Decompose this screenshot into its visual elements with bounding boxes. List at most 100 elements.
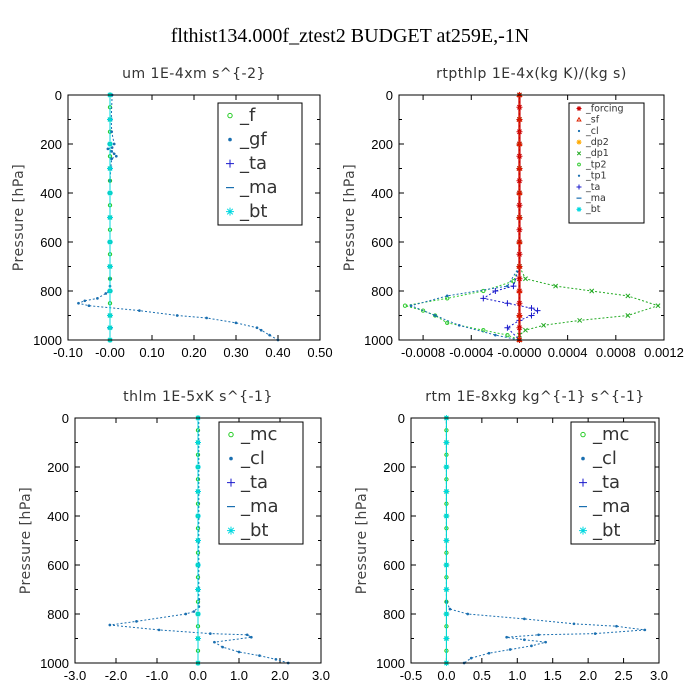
legend-box bbox=[568, 102, 645, 224]
panel-title: rtm 1E-8xkg kg^{-1} s^{-1} bbox=[425, 389, 645, 405]
y-tick-label: 600 bbox=[383, 558, 405, 573]
data-point bbox=[516, 226, 523, 233]
data-point bbox=[195, 586, 201, 593]
legend-marker bbox=[577, 129, 581, 133]
legend-marker bbox=[577, 174, 581, 177]
data-point bbox=[96, 297, 99, 300]
data-point bbox=[110, 150, 114, 153]
data-point bbox=[466, 612, 470, 616]
y-tick-label: 200 bbox=[47, 460, 69, 475]
data-point bbox=[443, 488, 450, 495]
x-tick-label: -0.10 bbox=[53, 345, 83, 360]
data-point bbox=[112, 142, 116, 146]
data-point bbox=[505, 332, 510, 338]
legend-entry: _dp2 bbox=[585, 137, 609, 148]
data-point bbox=[87, 304, 91, 308]
x-tick-label: 3.0 bbox=[312, 668, 330, 683]
x-tick-label: 0.0 bbox=[189, 668, 207, 683]
y-axis-label: Pressure [hPa] bbox=[342, 164, 358, 271]
series-forcing bbox=[516, 92, 523, 343]
x-tick-label: -1.0 bbox=[146, 668, 168, 683]
data-point bbox=[195, 439, 201, 446]
data-point bbox=[523, 276, 528, 282]
panel-title: rtpthlp 1E-4x(kg K)/(kg s) bbox=[436, 66, 627, 82]
data-point bbox=[107, 116, 113, 123]
legend-marker bbox=[229, 456, 233, 461]
data-point bbox=[505, 635, 509, 639]
panel-3: thlm 1E-5xK s^{-1} Pressure [hPa] -3.0 -2.0… bbox=[18, 389, 330, 683]
legend-entry: _ta bbox=[240, 472, 268, 493]
data-point bbox=[530, 644, 533, 648]
data-point bbox=[255, 326, 259, 330]
data-point bbox=[138, 309, 141, 312]
legend-marker bbox=[228, 137, 232, 142]
x-tick-label: 0.30 bbox=[223, 345, 248, 360]
x-tick-label: -0.0008 bbox=[401, 345, 445, 360]
data-point bbox=[192, 610, 196, 613]
data-point bbox=[448, 607, 452, 611]
data-point bbox=[110, 130, 114, 134]
y-tick-label: 800 bbox=[47, 607, 69, 622]
data-point bbox=[537, 633, 540, 637]
data-point bbox=[494, 333, 497, 337]
plot-frame bbox=[74, 417, 322, 664]
data-point bbox=[175, 314, 179, 317]
data-point bbox=[504, 300, 511, 307]
data-point bbox=[268, 333, 271, 337]
y-tick-label: 1000 bbox=[376, 656, 405, 671]
x-tick-label: 0.40 bbox=[265, 345, 290, 360]
x-tick-label: 0.20 bbox=[181, 345, 206, 360]
data-point bbox=[195, 488, 201, 495]
x-tick-label: 1.0 bbox=[508, 668, 526, 683]
legend-entry: _forcing bbox=[585, 103, 624, 114]
data-point bbox=[516, 287, 523, 293]
x-tick-label: -2.0 bbox=[105, 668, 127, 683]
data-point bbox=[589, 288, 595, 294]
legend-marker bbox=[579, 526, 587, 535]
y-tick-label: 0 bbox=[386, 88, 393, 103]
legend-marker bbox=[228, 431, 234, 438]
data-point bbox=[655, 303, 661, 309]
data-point bbox=[516, 165, 523, 171]
data-point bbox=[443, 537, 450, 544]
y-tick-label: 800 bbox=[371, 284, 393, 299]
legend: _mc _cl _ta _ma _bt bbox=[570, 421, 656, 545]
data-point bbox=[577, 317, 583, 323]
legend-entry: _bt bbox=[239, 201, 267, 222]
data-point bbox=[534, 307, 541, 314]
data-point bbox=[195, 611, 201, 617]
data-point bbox=[107, 190, 113, 196]
panel-4: rtm 1E-8xkg kg^{-1} s^{-1} Pressure [hPa]… bbox=[354, 389, 668, 683]
legend-entry: _tp1 bbox=[585, 171, 607, 182]
y-tick-label: 400 bbox=[383, 509, 405, 524]
data-point bbox=[516, 116, 523, 122]
data-point bbox=[259, 328, 263, 332]
legend-marker bbox=[581, 456, 585, 461]
y-tick-label: 800 bbox=[40, 284, 62, 299]
data-point bbox=[135, 620, 138, 623]
data-point bbox=[107, 263, 113, 270]
data-point bbox=[457, 323, 461, 327]
data-point bbox=[249, 635, 253, 639]
legend-marker bbox=[576, 106, 582, 112]
y-axis-label: Pressure [hPa] bbox=[18, 487, 34, 594]
data-point bbox=[487, 651, 491, 655]
data-point bbox=[258, 654, 261, 658]
legend-marker bbox=[579, 478, 587, 487]
x-tick-label: -0.00 bbox=[95, 345, 125, 360]
data-point bbox=[506, 284, 509, 288]
data-point bbox=[237, 650, 241, 654]
data-point bbox=[274, 657, 278, 661]
data-point bbox=[110, 157, 114, 161]
x-tick-label: -0.0000 bbox=[497, 345, 541, 360]
y-tick-label: 200 bbox=[383, 460, 405, 475]
legend-marker bbox=[227, 526, 235, 535]
legend-entry: _mc bbox=[240, 424, 277, 445]
legend: _forcing_sf_cl_dp2_dp1_tp2_tp1_ta_ma_bt bbox=[568, 102, 645, 224]
legend-marker bbox=[577, 162, 581, 167]
legend-entry: _cl bbox=[240, 448, 265, 469]
data-point bbox=[508, 648, 512, 651]
y-tick-label: 200 bbox=[40, 137, 62, 152]
legend-marker bbox=[576, 139, 582, 145]
